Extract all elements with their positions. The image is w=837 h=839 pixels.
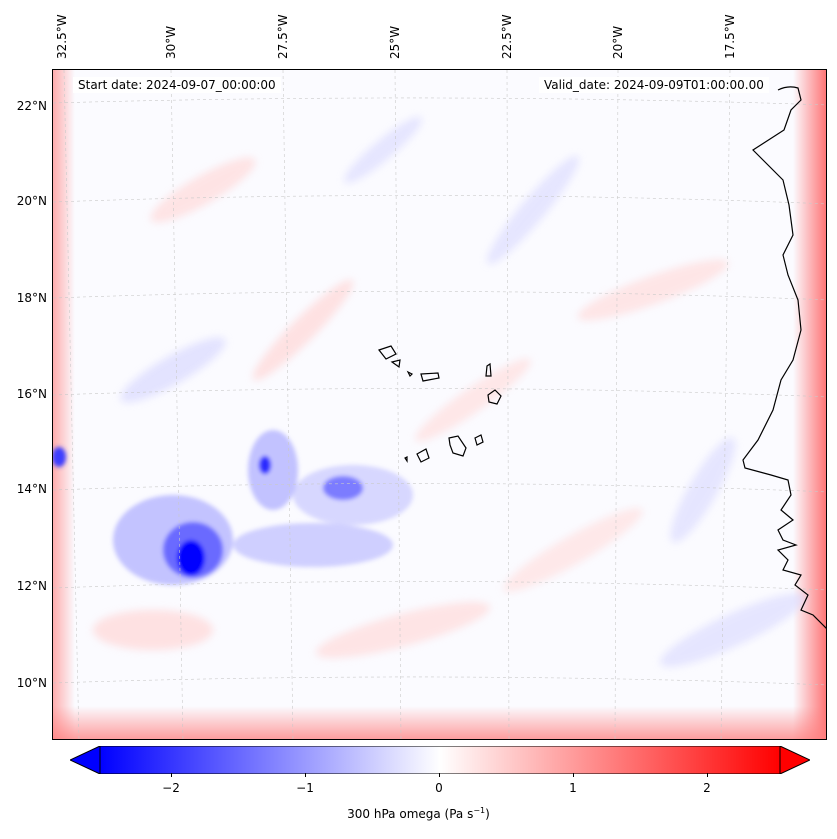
lat-label-16n: 16°N	[16, 387, 47, 401]
colorbar-tick-label: 1	[569, 781, 577, 795]
valid-date-label: Valid_date: 2024-09-09T01:00:00.00	[539, 77, 769, 93]
colorbar-extend-min	[70, 746, 101, 774]
africa-coast	[742, 86, 826, 629]
colorbar-tickmark	[171, 773, 172, 777]
background-field	[93, 116, 806, 667]
colorbar-label-close: )	[485, 807, 490, 821]
santa-luzia	[406, 370, 414, 378]
santo-antao	[378, 345, 397, 360]
lat-label-18n: 18°N	[16, 291, 47, 305]
colorbar-tickmark	[573, 773, 574, 777]
lon-label-32.5w: 32.5°W	[55, 14, 69, 59]
lon-label-27.5w: 27.5°W	[276, 14, 290, 59]
lat-label-10n: 10°N	[16, 676, 47, 690]
lon-label-30w: 30°W	[164, 25, 178, 59]
lon-label-17.5w: 17.5°W	[723, 14, 737, 59]
fogo	[416, 448, 430, 463]
colorbar-body	[99, 746, 781, 774]
colorbar-label-exponent: −1	[473, 806, 486, 815]
colorbar-tick-label: −2	[162, 781, 180, 795]
lat-label-12n: 12°N	[16, 579, 47, 593]
omega-map	[52, 69, 827, 740]
lat-label-20n: 20°N	[16, 194, 47, 208]
omega-field	[53, 70, 826, 739]
santiago	[448, 435, 467, 457]
edge-bottom	[53, 706, 826, 739]
brava	[404, 456, 408, 463]
graticule	[53, 70, 826, 739]
colorbar-tick-label: −1	[296, 781, 314, 795]
maio	[474, 434, 484, 446]
start-date-label: Start date: 2024-09-07_00:00:00	[73, 77, 281, 93]
colorbar-extend-max	[779, 746, 810, 774]
lon-label-25w: 25°W	[388, 25, 402, 59]
edge-left	[53, 70, 75, 739]
lat-label-22n: 22°N	[16, 99, 47, 113]
colorbar-tickmark	[707, 773, 708, 777]
lon-label-20w: 20°W	[611, 25, 625, 59]
colorbar-tickmark	[305, 773, 306, 777]
sal	[485, 362, 492, 377]
edge-right	[793, 70, 826, 739]
colorbar-label-text: 300 hPa omega (Pa s	[347, 807, 474, 821]
coastlines	[378, 86, 826, 629]
colorbar-label: 300 hPa omega (Pa s−1)	[0, 806, 837, 821]
colorbar-tick-label: 2	[703, 781, 711, 795]
boa-vista	[487, 389, 502, 405]
colorbar-tickmark	[439, 773, 440, 777]
lon-label-22.5w: 22.5°W	[500, 14, 514, 59]
sao-vicente	[390, 359, 401, 369]
negative-omega-cluster	[53, 430, 413, 585]
sao-nicolau	[420, 372, 440, 382]
colorbar-tick-label: 0	[435, 781, 443, 795]
colorbar	[70, 746, 810, 774]
lat-label-14n: 14°N	[16, 482, 47, 496]
